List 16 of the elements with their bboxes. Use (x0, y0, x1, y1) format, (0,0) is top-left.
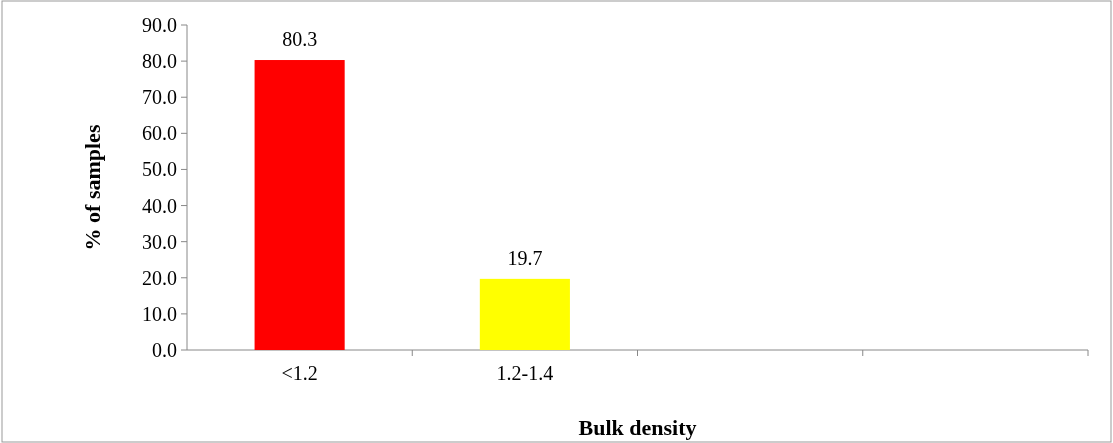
y-tick-label: 30.0 (142, 230, 177, 253)
y-axis-title: % of samples (80, 124, 105, 251)
y-tick-label: 0.0 (152, 339, 177, 361)
x-tick-label: 1.2-1.4 (496, 362, 554, 384)
y-tick-label: 10.0 (142, 302, 177, 325)
y-tick-label: 90.0 (142, 14, 177, 36)
x-axis-title: Bulk density (578, 415, 697, 440)
y-tick-label: 40.0 (142, 194, 177, 217)
data-label: 19.7 (507, 246, 543, 269)
y-tick-label: 80.0 (142, 50, 177, 73)
y-tick-label: 20.0 (142, 266, 177, 289)
y-tick-label: 50.0 (142, 158, 177, 181)
data-label: 80.3 (282, 28, 318, 51)
y-tick-label: 60.0 (142, 122, 177, 145)
x-tick-label: <1.2 (281, 362, 318, 384)
y-tick-label: 70.0 (142, 86, 177, 109)
